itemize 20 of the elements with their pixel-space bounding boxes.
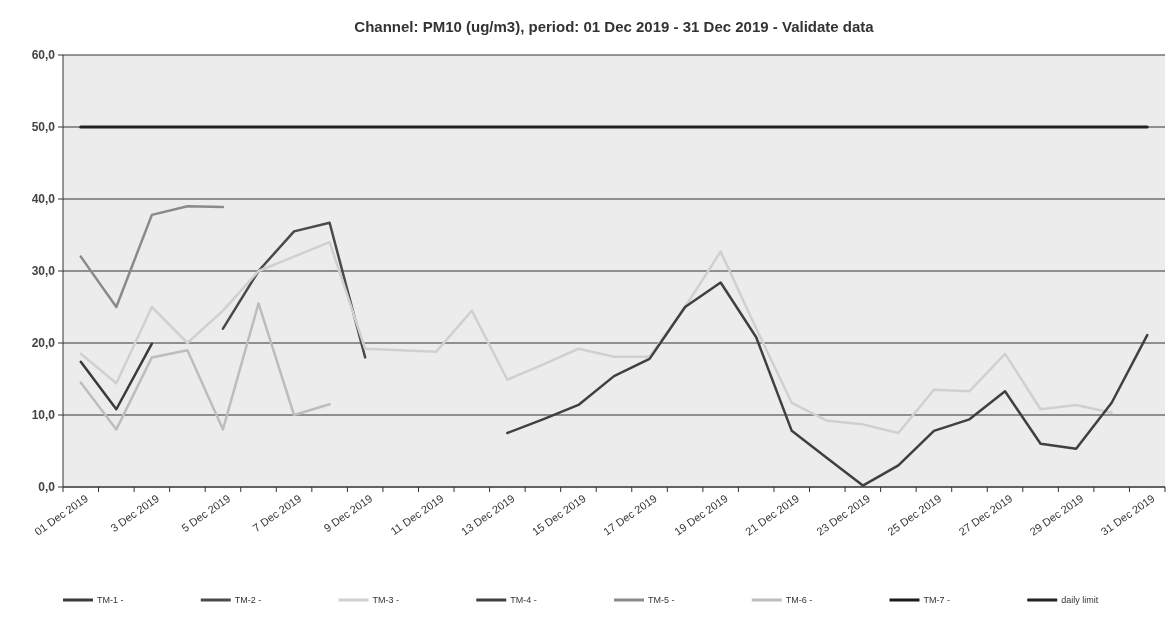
- legend-label: TM-2 -: [234, 595, 262, 606]
- y-tick-label: 0,0: [38, 480, 56, 495]
- y-tick-label: 40,0: [31, 192, 56, 207]
- line-series: [79, 240, 1113, 435]
- legend-label: daily limit: [1061, 595, 1099, 606]
- y-tick-label: 50,0: [31, 120, 56, 135]
- legend-label: TM-7 -: [923, 595, 950, 606]
- line-series: [79, 302, 331, 431]
- line-series: [506, 281, 1149, 487]
- chart-title: Channel: PM10 (ug/m3), period: 01 Dec 2019 - 31 Dec 2019 - Validate data: [354, 18, 875, 35]
- y-tick-label: 60,0: [31, 48, 56, 63]
- legend-label: TM-5 -: [648, 595, 675, 606]
- y-tick-label: 20,0: [31, 336, 56, 351]
- legend-label: TM-3 -: [372, 595, 399, 606]
- legend-label: TM-1 -: [97, 595, 124, 606]
- y-tick-label: 30,0: [31, 264, 56, 279]
- line-series: [79, 204, 225, 309]
- legend-label: TM-4 -: [510, 595, 537, 606]
- legend-label: TM-6 -: [785, 595, 813, 606]
- y-tick-label: 10,0: [31, 408, 56, 423]
